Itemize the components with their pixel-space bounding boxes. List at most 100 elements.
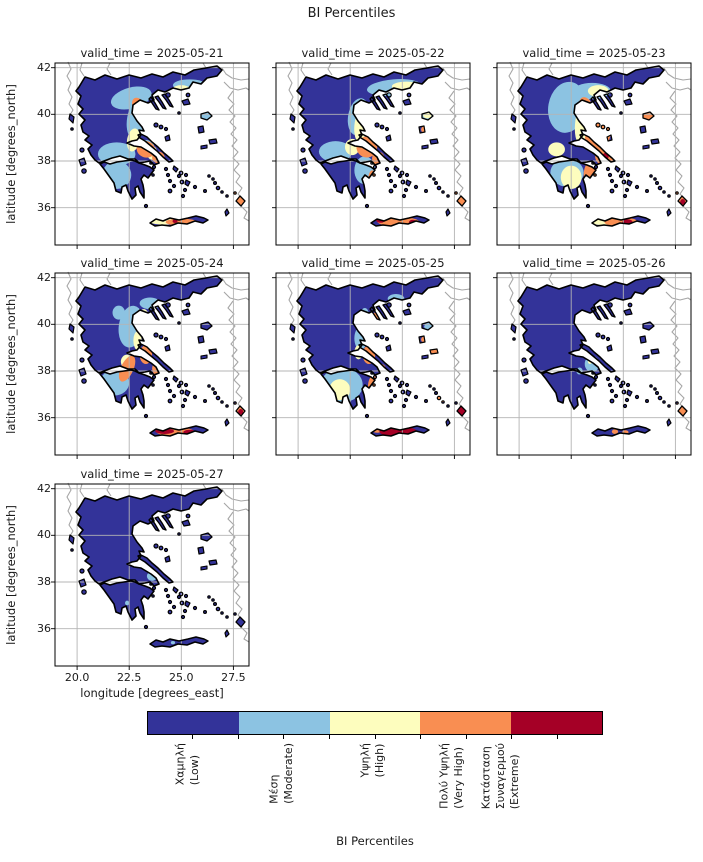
colorbar-axis-label: BI Percentiles	[336, 834, 414, 848]
y-axis-tick-label: 36	[37, 621, 51, 635]
map-svg	[51, 61, 250, 249]
neighbor-coastline	[521, 272, 527, 287]
neighbor-coastline	[548, 62, 554, 76]
neighbor-coastline	[66, 61, 74, 116]
danger-patch-extreme	[172, 219, 178, 224]
y-axis-tick-label: 38	[37, 575, 51, 588]
colorbar	[147, 711, 603, 735]
axes-border	[496, 62, 692, 246]
neighbor-coastline	[508, 61, 516, 116]
danger-patch-moderate	[102, 160, 132, 189]
panel-title: valid_time = 2025-05-23	[522, 46, 666, 60]
coastline-layer	[289, 65, 467, 227]
neighbor-coastline	[221, 67, 250, 81]
neighbor-coastline	[444, 291, 471, 301]
neighbor-coastline	[79, 272, 85, 287]
y-axis-tick-label: 42	[37, 481, 51, 495]
colorbar-segment-very_high	[420, 712, 512, 734]
x-axis-tick-label: 25.0	[169, 671, 194, 684]
neighbor-coastline	[106, 62, 112, 76]
y-axis-tick-label: 38	[37, 154, 51, 167]
axes-border	[54, 62, 250, 246]
x-axis-tick-label: 22.5	[116, 671, 142, 684]
y-axis-label: latitude [degrees_north]	[4, 505, 18, 645]
danger-patch-very_high	[611, 429, 619, 434]
neighbor-coastline	[66, 482, 74, 537]
colorbar-class-label-low: Χαμηλή (Low)	[173, 743, 201, 786]
map-panel-2025-05-25	[272, 271, 471, 459]
coastline-layer	[68, 275, 246, 437]
map-svg	[272, 61, 471, 249]
y-axis-tick-label: 38	[37, 364, 51, 377]
colorbar-tick	[328, 735, 330, 739]
neighbor-coastline	[106, 483, 112, 497]
neighbor-coastline	[287, 271, 295, 326]
neighbor-coastline	[665, 291, 692, 301]
danger-patch-moderate	[584, 355, 600, 373]
y-axis-label: latitude [degrees_north]	[4, 84, 18, 224]
panel-title: valid_time = 2025-05-21	[80, 46, 224, 60]
neighbor-coastline	[79, 62, 85, 77]
colorbar-tick	[511, 735, 513, 739]
neighbor-coastline	[444, 81, 471, 91]
danger-patch-high	[548, 142, 565, 157]
x-axis-tick-label: 20.0	[64, 671, 90, 684]
neighbor-coastline	[223, 81, 250, 91]
axes-border	[275, 62, 471, 246]
panel-title: valid_time = 2025-05-22	[301, 46, 445, 60]
coastline-layer	[510, 65, 688, 227]
colorbar-tick	[237, 735, 239, 739]
map-svg	[272, 271, 471, 459]
panel-title: valid_time = 2025-05-27	[80, 467, 224, 481]
map-panel-2025-05-27	[51, 482, 250, 670]
neighbor-coastline	[663, 277, 692, 291]
map-panel-2025-05-23	[493, 61, 692, 249]
neighbor-coastline	[287, 61, 295, 116]
neighbor-coastline	[508, 271, 516, 326]
neighbor-coastline	[66, 271, 74, 326]
y-axis-label: latitude [degrees_north]	[4, 294, 18, 434]
map-svg	[493, 61, 692, 249]
map-svg	[51, 482, 250, 670]
colorbar-tick	[465, 735, 467, 739]
danger-patch-extreme	[599, 135, 606, 147]
danger-patch-very_high	[145, 177, 155, 196]
map-panel-2025-05-21	[51, 61, 250, 249]
coastline-layer	[68, 65, 246, 227]
neighbor-coastline	[223, 291, 250, 301]
colorbar-class-label-high: Υψηλή (High)	[358, 743, 386, 778]
neighbor-coastline	[521, 62, 527, 77]
colorbar-segment-low	[148, 712, 239, 734]
axes-border	[54, 483, 250, 667]
colorbar-tick	[556, 735, 558, 739]
colorbar-tick	[192, 735, 194, 739]
neighbor-coastline	[327, 272, 333, 286]
danger-patch-high	[133, 331, 142, 350]
colorbar-segment-high	[329, 712, 421, 734]
y-axis-tick-label: 42	[37, 60, 51, 74]
map-panel-2025-05-24	[51, 271, 250, 459]
neighbor-coastline	[223, 502, 250, 512]
map-svg	[493, 271, 692, 459]
neighbor-coastline	[79, 483, 85, 498]
x-axis-tick-label: 27.5	[221, 671, 246, 684]
y-axis-tick-label: 36	[37, 410, 51, 424]
neighbor-coastline	[665, 81, 692, 91]
danger-patch-moderate	[170, 641, 176, 645]
y-axis-tick-label: 40	[37, 107, 51, 121]
colorbar-segment-moderate	[238, 712, 330, 734]
neighbor-coastline	[221, 488, 250, 502]
axes-border	[496, 272, 692, 456]
colorbar-class-label-extreme: Κατάσταση Συναγερμού (Extreme)	[479, 743, 522, 810]
y-axis-tick-label: 42	[37, 270, 51, 284]
coastline-layer	[289, 275, 467, 437]
axes-border	[54, 272, 250, 456]
axes-border	[275, 272, 471, 456]
neighbor-coastline	[442, 67, 471, 81]
danger-patch-extreme	[680, 199, 686, 205]
coastline-layer	[510, 275, 688, 437]
colorbar-class-label-very_high: Πολύ Υψηλή (Very High)	[437, 743, 465, 809]
coastline-layer	[68, 486, 246, 648]
neighbor-coastline	[327, 62, 333, 76]
